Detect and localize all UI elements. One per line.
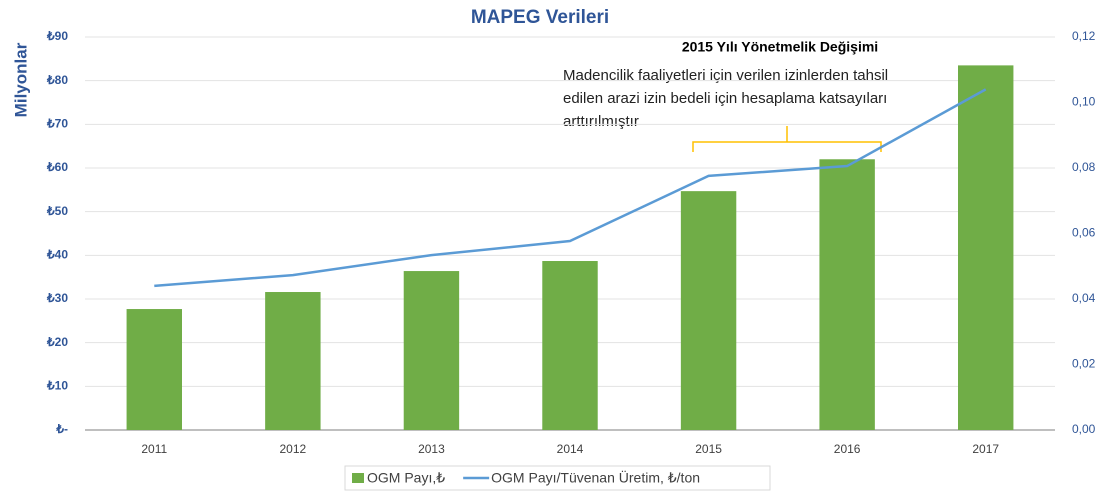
y-tick-label: ₺60 bbox=[46, 160, 68, 174]
y2-tick-label: 0,06 bbox=[1072, 226, 1096, 240]
annotation-bracket bbox=[692, 126, 882, 152]
annotation-text: arttırılmıştır bbox=[563, 113, 639, 130]
y2-tick-label: 0,02 bbox=[1072, 357, 1096, 371]
y-tick-label: ₺20 bbox=[46, 335, 68, 349]
bar bbox=[403, 271, 460, 430]
y2-tick-label: 0,00 bbox=[1072, 422, 1096, 436]
y-tick-label: ₺90 bbox=[46, 29, 68, 43]
y-tick-label: ₺50 bbox=[46, 204, 68, 218]
legend-label: OGM Payı,₺ bbox=[367, 470, 445, 486]
chart-title: MAPEG Verileri bbox=[471, 7, 609, 28]
bar bbox=[126, 309, 182, 430]
x-tick-label: 2015 bbox=[695, 442, 722, 456]
y2-tick-label: 0,04 bbox=[1072, 291, 1096, 305]
y-tick-label: ₺10 bbox=[46, 379, 68, 393]
line bbox=[154, 88, 987, 288]
y-tick-label: ₺70 bbox=[46, 117, 68, 131]
annotation-text: edilen arazi izin bedeli için hesaplama … bbox=[563, 90, 887, 107]
x-tick-label: 2016 bbox=[834, 442, 861, 456]
legend-box bbox=[344, 465, 771, 491]
bar bbox=[542, 261, 598, 430]
y-tick-label: ₺80 bbox=[46, 73, 68, 87]
annotation-text: Madencilik faaliyetleri için verilen izi… bbox=[563, 67, 888, 84]
y2-tick-label: 0,08 bbox=[1072, 160, 1096, 174]
y2-tick-label: 0,10 bbox=[1072, 95, 1096, 109]
bar bbox=[819, 159, 875, 430]
legend-swatch bbox=[352, 473, 364, 483]
bar bbox=[680, 191, 737, 430]
annotation-title: 2015 Yılı Yönetmelik Değişimi bbox=[682, 39, 878, 55]
y-tick-label: ₺- bbox=[55, 422, 68, 436]
y-tick-label: ₺40 bbox=[46, 248, 68, 262]
x-tick-label: 2011 bbox=[141, 442, 167, 456]
bar bbox=[265, 292, 321, 430]
x-tick-label: 2014 bbox=[557, 442, 584, 456]
y2-tick-label: 0,12 bbox=[1072, 29, 1096, 43]
y-axis-label: Milyonlar bbox=[11, 42, 30, 117]
bar bbox=[958, 65, 1014, 430]
x-tick-label: 2013 bbox=[418, 442, 445, 456]
y-tick-label: ₺30 bbox=[46, 291, 68, 305]
x-tick-label: 2017 bbox=[972, 442, 999, 456]
x-tick-label: 2012 bbox=[280, 442, 307, 456]
legend-label: OGM Payı/Tüvenan Üretim, ₺/ton bbox=[491, 469, 700, 486]
